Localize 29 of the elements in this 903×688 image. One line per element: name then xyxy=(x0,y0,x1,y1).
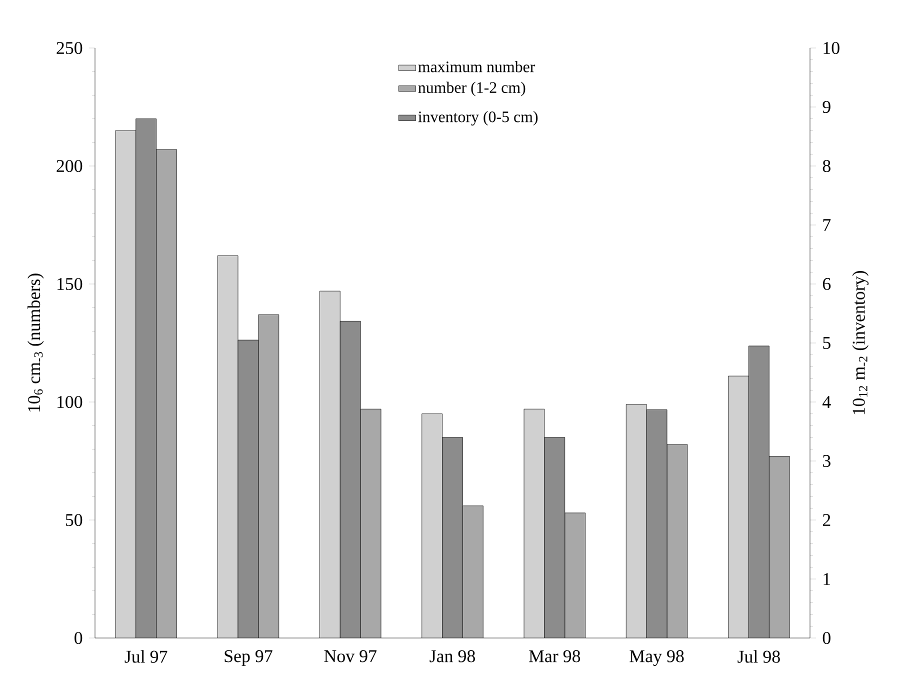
x-tick-label: Jul 97 xyxy=(124,650,168,663)
x-tick-label: Jan 98 xyxy=(430,650,475,662)
y2-tick-label: 1 xyxy=(824,573,830,585)
y2-tick-label: 8 xyxy=(822,160,830,172)
x-tick-label: Nov 97 xyxy=(324,650,376,662)
y-tick-label: 150 xyxy=(58,278,82,290)
y2-tick-label: 10 xyxy=(824,42,840,54)
y2-axis-title: 10$_{12}$ m$_{-2}$ (inventory) xyxy=(852,271,869,414)
y2-tick-label: 6 xyxy=(822,278,831,290)
legend-label: number (1-2 cm) xyxy=(418,82,526,96)
y-tick-label: 0 xyxy=(74,632,82,644)
x-tick-label: Mar 98 xyxy=(529,650,580,662)
y-tick-label: 250 xyxy=(56,42,82,54)
y2-tick-label: 4 xyxy=(822,396,831,408)
legend-label: inventory (0-5 cm) xyxy=(418,111,538,126)
y-axis-title: 10$_{6}$ cm$_{-3}$ (numbers) xyxy=(28,274,44,412)
y-tick-label: 50 xyxy=(66,514,82,526)
x-tick-label: Sep 97 xyxy=(224,650,272,666)
y2-tick-label: 5 xyxy=(823,337,830,349)
y2-tick-label: 0 xyxy=(822,632,830,644)
y2-tick-label: 3 xyxy=(823,454,830,468)
y2-tick-label: 9 xyxy=(822,100,830,114)
y-tick-label: 200 xyxy=(56,160,82,172)
y2-tick-label: 2 xyxy=(822,514,830,526)
x-tick-label: May 98 xyxy=(630,650,684,666)
y-tick-label: 100 xyxy=(58,396,82,408)
x-tick-label: Jul 98 xyxy=(738,650,780,663)
y2-tick-label: 7 xyxy=(823,219,831,231)
legend-label: maximum number xyxy=(418,61,536,72)
